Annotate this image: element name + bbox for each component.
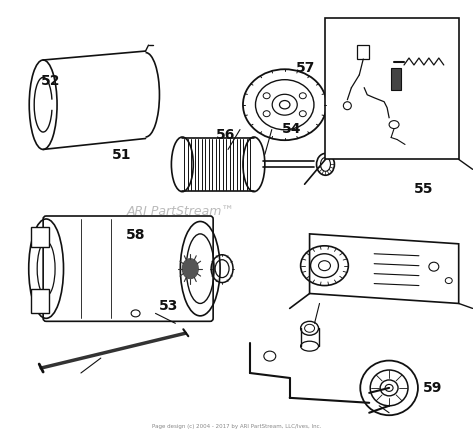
Text: 53: 53 xyxy=(159,299,178,312)
Bar xyxy=(31,227,49,247)
Bar xyxy=(391,69,401,91)
Text: ARI PartStream™: ARI PartStream™ xyxy=(127,204,234,217)
Text: 51: 51 xyxy=(112,148,131,161)
Text: 52: 52 xyxy=(41,74,61,88)
Text: Page design (c) 2004 - 2017 by ARI PartStream, LLC/Ives, Inc.: Page design (c) 2004 - 2017 by ARI PartS… xyxy=(152,423,322,428)
Text: 56: 56 xyxy=(216,128,235,142)
Bar xyxy=(357,46,369,60)
Bar xyxy=(31,289,49,314)
Polygon shape xyxy=(310,234,459,304)
Text: 57: 57 xyxy=(296,61,315,75)
Polygon shape xyxy=(182,259,198,279)
Text: 58: 58 xyxy=(126,227,146,241)
Polygon shape xyxy=(326,19,459,160)
Text: 59: 59 xyxy=(423,380,442,395)
Text: 54: 54 xyxy=(282,122,301,135)
FancyBboxPatch shape xyxy=(43,217,213,322)
Text: 55: 55 xyxy=(413,182,433,196)
